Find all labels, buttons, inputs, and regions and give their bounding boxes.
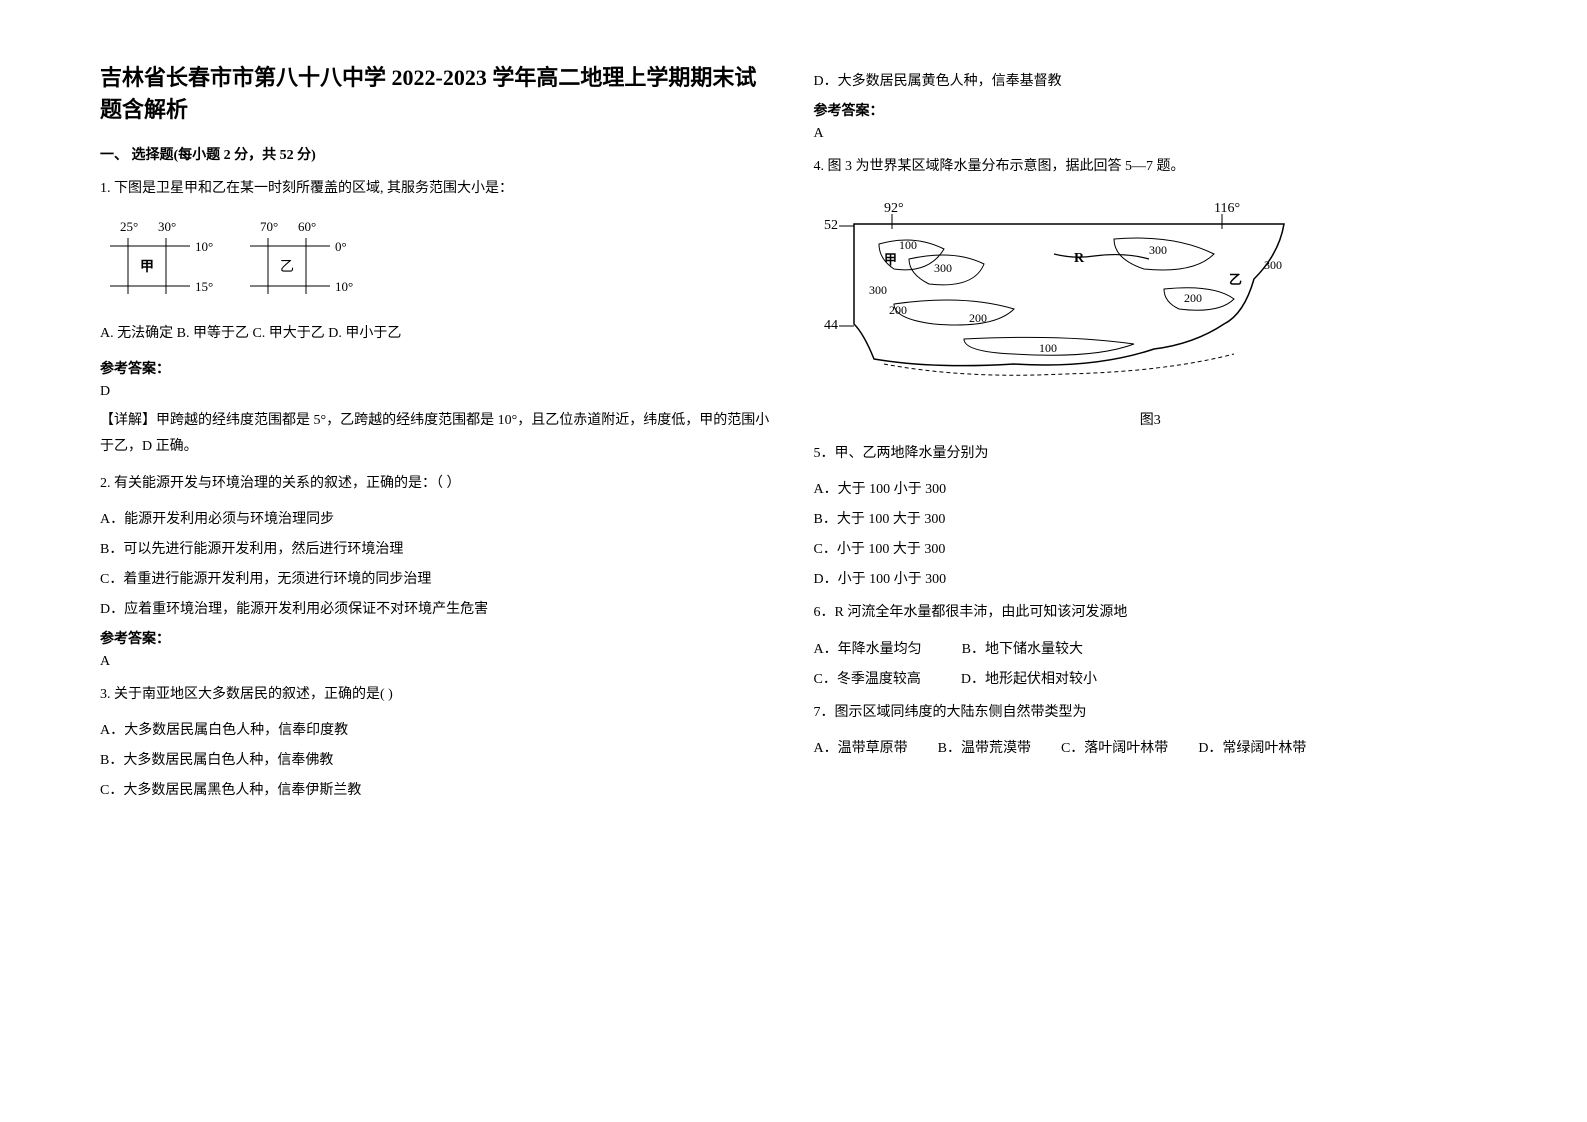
yi-right-lon: 60° <box>298 219 316 234</box>
contour-300a: 300 <box>934 261 952 275</box>
map-lon-right: 116° <box>1214 201 1240 216</box>
q3-opt-d: D．大多数居民属黄色人种，信奉基督教 <box>814 70 1488 90</box>
q6-opts-row2: C．冬季温度较高 D．地形起伏相对较小 <box>814 668 1488 688</box>
q3-ans-label: 参考答案： <box>814 100 1488 120</box>
yi-label: 乙 <box>280 259 294 275</box>
q2-opt-c: C．着重进行能源开发利用，无须进行环境的同步治理 <box>100 568 774 588</box>
q5-opt-d: D．小于 100 小于 300 <box>814 568 1488 588</box>
yi-top-lat: 0° <box>335 239 347 254</box>
q1-ans-label: 参考答案： <box>100 358 774 378</box>
yi-left-lon: 70° <box>260 219 278 234</box>
contour-100a: 100 <box>899 238 917 252</box>
q5-opt-c: C．小于 100 大于 300 <box>814 538 1488 558</box>
q1-ans: D <box>100 384 774 400</box>
q7-opt-a: A．温带草原带 <box>814 737 908 757</box>
fig3-caption: 图3 <box>814 409 1488 429</box>
q2-ans-label: 参考答案： <box>100 628 774 648</box>
q7-opt-d: D．常绿阔叶林带 <box>1198 737 1306 757</box>
q2-opt-d: D．应着重环境治理，能源开发利用必须保证不对环境产生危害 <box>100 598 774 618</box>
contour-200c: 200 <box>1184 291 1202 305</box>
q6-opts-row1: A．年降水量均匀 B．地下储水量较大 <box>814 638 1488 658</box>
section-header: 一、 选择题(每小题 2 分，共 52 分) <box>100 144 774 164</box>
q3-opt-b: B．大多数居民属白色人种，信奉佛教 <box>100 749 774 769</box>
question-6-stem: 6．R 河流全年水量都很丰沛，由此可知该河发源地 <box>814 600 1488 625</box>
question-1-stem: 1. 下图是卫星甲和乙在某一时刻所覆盖的区域, 其服务范围大小是： <box>100 176 774 201</box>
marker-yi: 乙 <box>1229 272 1242 287</box>
contour-300d: 300 <box>1264 258 1282 272</box>
jia-label: 甲 <box>140 259 154 275</box>
jia-bot-lat: 15° <box>195 279 213 294</box>
q6-opt-a: A．年降水量均匀 <box>814 638 922 658</box>
exam-title: 吉林省长春市市第八十八中学 2022-2023 学年高二地理上学期期末试题含解析 <box>100 60 774 124</box>
q1-explanation: 【详解】甲跨越的经纬度范围都是 5°，乙跨越的经纬度范围都是 10°，且乙位赤道… <box>100 408 774 458</box>
q2-opt-a: A．能源开发利用必须与环境治理同步 <box>100 508 774 528</box>
yi-bot-lat: 10° <box>335 279 353 294</box>
q4-map: 92° 116° 52 44 100 300 300 300 200 200 2… <box>814 194 1294 394</box>
question-2-stem: 2. 有关能源开发与环境治理的关系的叙述，正确的是：（ ） <box>100 471 774 496</box>
q7-opt-c: C．落叶阔叶林带 <box>1061 737 1168 757</box>
q5-opt-b: B．大于 100 大于 300 <box>814 508 1488 528</box>
map-lat-bot: 44 <box>824 318 838 333</box>
q3-ans: A <box>814 126 1488 142</box>
contour-300c: 300 <box>1149 243 1167 257</box>
q3-opt-a: A．大多数居民属白色人种，信奉印度教 <box>100 719 774 739</box>
map-lon-left: 92° <box>884 201 904 216</box>
q3-opt-c: C．大多数居民属黑色人种，信奉伊斯兰教 <box>100 779 774 799</box>
q6-opt-d: D．地形起伏相对较小 <box>961 668 1097 688</box>
jia-right-lon: 30° <box>158 219 176 234</box>
marker-r: R <box>1074 251 1085 266</box>
q7-opts: A．温带草原带 B．温带荒漠带 C．落叶阔叶林带 D．常绿阔叶林带 <box>814 737 1488 757</box>
q5-opt-a: A．大于 100 小于 300 <box>814 478 1488 498</box>
left-column: 吉林省长春市市第八十八中学 2022-2023 学年高二地理上学期期末试题含解析… <box>80 60 794 1062</box>
contour-300b: 300 <box>869 283 887 297</box>
contour-200b: 200 <box>969 311 987 325</box>
q6-opt-c: C．冬季温度较高 <box>814 668 921 688</box>
q7-opt-b: B．温带荒漠带 <box>938 737 1031 757</box>
right-column: D．大多数居民属黄色人种，信奉基督教 参考答案： A 4. 图 3 为世界某区域… <box>794 60 1508 1062</box>
question-4-stem: 4. 图 3 为世界某区域降水量分布示意图，据此回答 5—7 题。 <box>814 154 1488 179</box>
q1-diagram: 25° 30° 10° 15° 甲 70° 60° 0° 10° 乙 <box>100 216 360 306</box>
map-lat-top: 52 <box>824 218 838 233</box>
question-7-stem: 7．图示区域同纬度的大陆东侧自然带类型为 <box>814 700 1488 725</box>
jia-left-lon: 25° <box>120 219 138 234</box>
question-5-stem: 5．甲、乙两地降水量分别为 <box>814 441 1488 466</box>
q1-options: A. 无法确定 B. 甲等于乙 C. 甲大于乙 D. 甲小于乙 <box>100 321 774 346</box>
q6-opt-b: B．地下储水量较大 <box>962 638 1083 658</box>
contour-100b: 100 <box>1039 341 1057 355</box>
marker-jia: 甲 <box>884 252 897 267</box>
question-3-stem: 3. 关于南亚地区大多数居民的叙述，正确的是( ) <box>100 682 774 707</box>
q2-opt-b: B．可以先进行能源开发利用，然后进行环境治理 <box>100 538 774 558</box>
contour-200a: 200 <box>889 303 907 317</box>
q2-ans: A <box>100 654 774 670</box>
jia-top-lat: 10° <box>195 239 213 254</box>
